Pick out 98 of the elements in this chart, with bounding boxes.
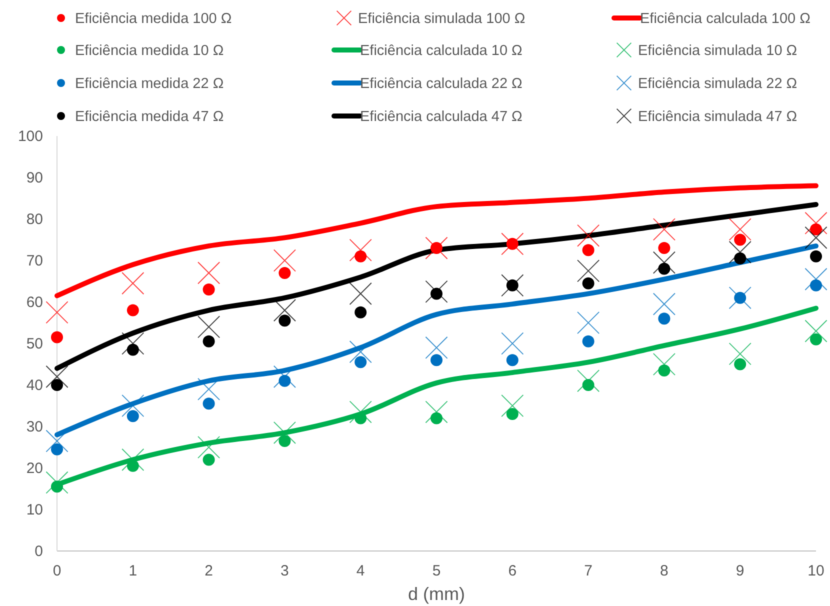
- point: [198, 436, 220, 459]
- point: [126, 410, 139, 422]
- point: [577, 311, 600, 334]
- x-tick-label: 2: [204, 562, 213, 580]
- point: [51, 443, 63, 456]
- legend-label: Eficiência simulada 22 Ω: [638, 76, 798, 92]
- point: [501, 394, 524, 418]
- y-tick-label: 90: [26, 169, 43, 186]
- point: [273, 365, 296, 388]
- legend-label: Eficiência simulada 100 Ω: [358, 11, 526, 27]
- point: [46, 430, 68, 452]
- x-tick-label: 10: [808, 562, 824, 580]
- y-tick-label: 60: [26, 294, 43, 311]
- point: [202, 454, 215, 466]
- point: [349, 282, 372, 305]
- point: [46, 365, 68, 388]
- y-tick-label: 100: [18, 128, 43, 145]
- point: [354, 306, 367, 318]
- x-tick-label: 0: [52, 562, 62, 580]
- x-tick-label: 3: [280, 562, 289, 580]
- point: [582, 335, 594, 348]
- point: [202, 335, 215, 348]
- point: [658, 242, 670, 254]
- point: [582, 244, 594, 256]
- x-tick-label: 9: [736, 562, 744, 580]
- point: [278, 266, 291, 279]
- point: [122, 394, 144, 418]
- point: [273, 249, 296, 272]
- y-tick-label: 30: [26, 418, 43, 436]
- point: [652, 251, 676, 274]
- point: [577, 260, 600, 282]
- legend-label: Eficiência calculada 47 Ω: [360, 109, 523, 125]
- y-tick-label: 70: [26, 252, 43, 270]
- legend-label: Eficiência calculada 100 Ω: [640, 11, 811, 27]
- point: [658, 312, 670, 325]
- point: [728, 342, 752, 366]
- point: [425, 336, 448, 359]
- point: [202, 398, 215, 410]
- point: [198, 378, 220, 400]
- y-tick-label: 20: [26, 460, 43, 477]
- y-tick-label: 50: [26, 335, 43, 352]
- point: [198, 262, 220, 284]
- x-tick-label: 4: [356, 562, 365, 580]
- point: [728, 218, 752, 241]
- point: [804, 226, 828, 249]
- point: [501, 332, 524, 355]
- point: [126, 304, 139, 316]
- point: [804, 212, 828, 234]
- point: [278, 435, 291, 448]
- point: [804, 268, 828, 290]
- point: [810, 333, 822, 346]
- point: [349, 238, 372, 262]
- point: [425, 400, 448, 424]
- x-tick-label: 5: [432, 562, 441, 580]
- x-tick-label: 8: [660, 562, 668, 580]
- x-tick-label: 6: [508, 562, 517, 580]
- legend-label: Eficiência medida 47 Ω: [75, 109, 224, 125]
- point: [354, 356, 367, 368]
- legend-label: Eficiência simulada 47 Ω: [638, 109, 798, 125]
- point: [734, 234, 746, 246]
- point: [46, 301, 68, 324]
- point: [652, 352, 676, 376]
- y-tick-label: 80: [26, 210, 43, 228]
- y-tick-label: 0: [34, 542, 43, 560]
- point: [734, 358, 746, 370]
- point: [278, 314, 291, 327]
- point: [202, 284, 215, 296]
- legend-label: Eficiência simulada 10 Ω: [638, 43, 798, 59]
- y-tick-label: 40: [26, 376, 43, 394]
- point: [349, 340, 372, 364]
- point: [728, 240, 752, 264]
- point: [122, 332, 144, 355]
- point: [577, 370, 600, 392]
- legend-label: Eficiência calculada 10 Ω: [360, 43, 523, 59]
- y-tick-label: 10: [26, 501, 43, 518]
- point: [51, 331, 63, 344]
- point: [273, 299, 296, 322]
- point: [652, 292, 676, 316]
- point: [349, 400, 372, 424]
- x-tick-label: 7: [584, 562, 592, 580]
- point: [46, 471, 68, 494]
- legend-label: Eficiência medida 100 Ω: [75, 11, 232, 27]
- legend-label: Eficiência medida 22 Ω: [75, 76, 224, 92]
- legend-label: Eficiência calculada 22 Ω: [360, 76, 523, 92]
- legend-label: Eficiência medida 10 Ω: [75, 43, 224, 59]
- point: [804, 320, 828, 342]
- point: [582, 277, 594, 290]
- point: [506, 354, 518, 366]
- x-axis-title: d (mm): [408, 584, 465, 604]
- point: [506, 408, 518, 420]
- point: [810, 250, 822, 262]
- point: [430, 354, 442, 366]
- point: [198, 316, 220, 338]
- point: [122, 272, 144, 295]
- x-tick-label: 1: [128, 562, 138, 580]
- point: [51, 379, 63, 391]
- point: [652, 218, 676, 241]
- point: [425, 280, 448, 303]
